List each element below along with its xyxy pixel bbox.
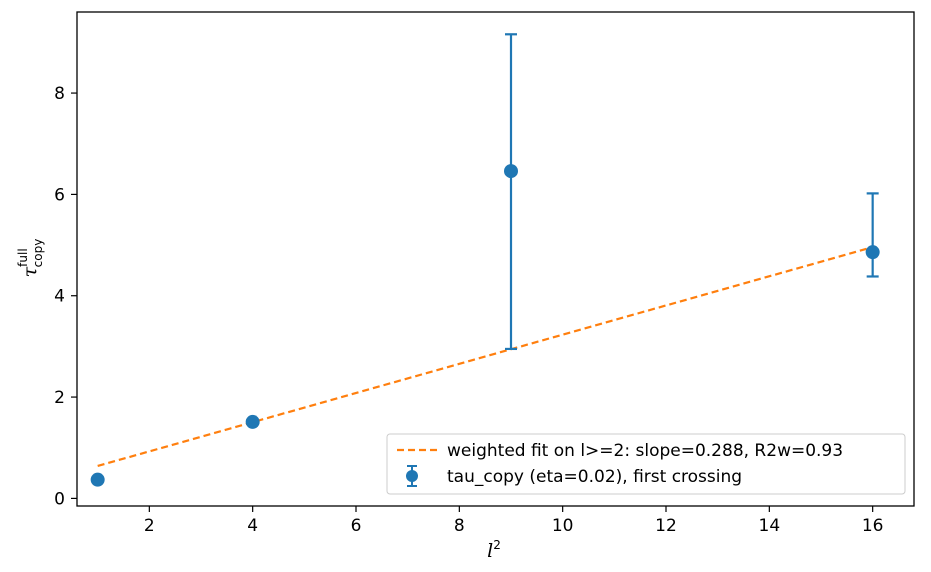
x-tick-label: 2 xyxy=(144,516,155,536)
y-tick-label: 4 xyxy=(54,287,65,307)
x-tick-label: 8 xyxy=(454,516,465,536)
y-axis: 0 2 4 6 8 xyxy=(54,84,77,509)
y-axis-label: τfullcopy xyxy=(16,239,45,278)
y-tick-label: 6 xyxy=(54,185,65,205)
y-tick-label: 2 xyxy=(54,388,65,408)
x-axis-label: l2 xyxy=(487,538,501,562)
x-tick-label: 6 xyxy=(351,516,362,536)
legend-box xyxy=(386,433,906,495)
x-axis: 2 4 6 8 10 12 14 16 xyxy=(144,506,884,536)
data-point xyxy=(865,245,880,260)
data-point xyxy=(90,472,105,487)
plot-marks xyxy=(90,33,880,487)
y-axis-label-sup: full xyxy=(16,248,30,267)
data-point xyxy=(504,164,518,179)
fit-line xyxy=(97,246,873,468)
legend-errorbar-label: tau_copy (eta=0.02), first crossing xyxy=(447,467,742,487)
legend: weighted fit on l>=2: slope=0.288, R2w=0… xyxy=(386,433,906,495)
x-tick-label: 12 xyxy=(655,516,677,536)
x-axis-label-base: l xyxy=(487,540,493,562)
y-axis-label-base: τ xyxy=(19,266,41,277)
legend-fit-label: weighted fit on l>=2: slope=0.288, R2w=0… xyxy=(447,441,843,461)
x-tick-label: 4 xyxy=(247,516,258,536)
x-tick-label: 10 xyxy=(552,516,574,536)
x-tick-label: 16 xyxy=(862,516,884,536)
x-tick-label: 14 xyxy=(759,516,781,536)
legend-errorbar-marker xyxy=(406,470,418,482)
y-axis-label-sub: copy xyxy=(31,239,45,268)
x-axis-label-sup: 2 xyxy=(493,538,501,552)
legend-errorbar-swatch xyxy=(406,465,418,487)
data-point xyxy=(245,414,260,429)
y-tick-label: 0 xyxy=(54,489,65,509)
y-tick-label: 8 xyxy=(54,84,65,104)
plot-area-frame xyxy=(76,11,915,507)
